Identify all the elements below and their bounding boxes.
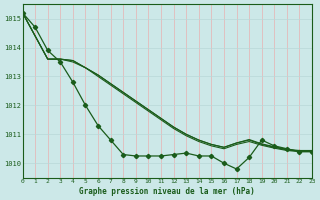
X-axis label: Graphe pression niveau de la mer (hPa): Graphe pression niveau de la mer (hPa) <box>79 187 255 196</box>
